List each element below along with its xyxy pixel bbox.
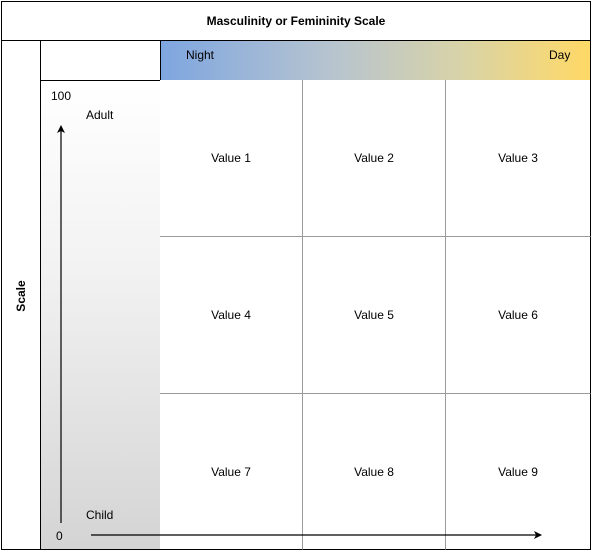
grid-cell: Value 1 xyxy=(160,80,303,237)
grid-cell: Value 6 xyxy=(446,237,591,394)
cell-value-7: Value 7 xyxy=(211,464,251,479)
cell-value-1: Value 1 xyxy=(211,151,251,165)
grid-cell: Value 2 xyxy=(303,80,446,237)
cell-value-3: Value 3 xyxy=(498,151,538,165)
vertical-axis-column xyxy=(40,80,161,550)
grid-cell: Value 5 xyxy=(303,237,446,394)
origin-label: 0 xyxy=(56,529,63,543)
cell-value-4: Value 4 xyxy=(211,308,251,322)
grid-cell: Value 3 xyxy=(446,80,591,237)
cell-value-5: Value 5 xyxy=(354,308,394,322)
cell-value-2: Value 2 xyxy=(354,151,394,165)
adult-label: Adult xyxy=(86,108,114,122)
night-label: Night xyxy=(186,48,215,62)
cell-value-9: Value 9 xyxy=(498,464,538,479)
grid-cell: Value 4 xyxy=(160,237,303,394)
cell-value-6: Value 6 xyxy=(498,308,538,322)
day-label: Day xyxy=(549,48,571,62)
cell-value-8: Value 8 xyxy=(354,464,394,479)
y-axis-max-label: 100 xyxy=(51,89,72,103)
grid-cell: Value 8 xyxy=(303,394,446,550)
child-label: Child xyxy=(86,508,114,522)
grid-cell: Value 9 xyxy=(446,394,591,550)
grid-cell: Value 7 xyxy=(160,394,303,550)
value-grid: Value 1 Value 2 Value 3 Value 4 Value 5 … xyxy=(160,80,591,550)
